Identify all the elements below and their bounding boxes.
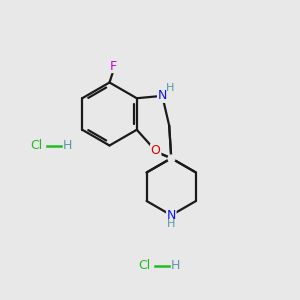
Text: O: O — [151, 144, 160, 157]
Text: H: H — [63, 139, 72, 152]
Text: H: H — [166, 83, 174, 93]
Text: N: N — [158, 89, 167, 102]
Text: N: N — [167, 209, 176, 222]
Text: Cl: Cl — [138, 259, 150, 272]
Text: H: H — [167, 219, 176, 229]
Text: F: F — [110, 59, 117, 73]
Text: Cl: Cl — [30, 139, 42, 152]
Text: H: H — [171, 259, 180, 272]
Text: O: O — [151, 144, 160, 157]
